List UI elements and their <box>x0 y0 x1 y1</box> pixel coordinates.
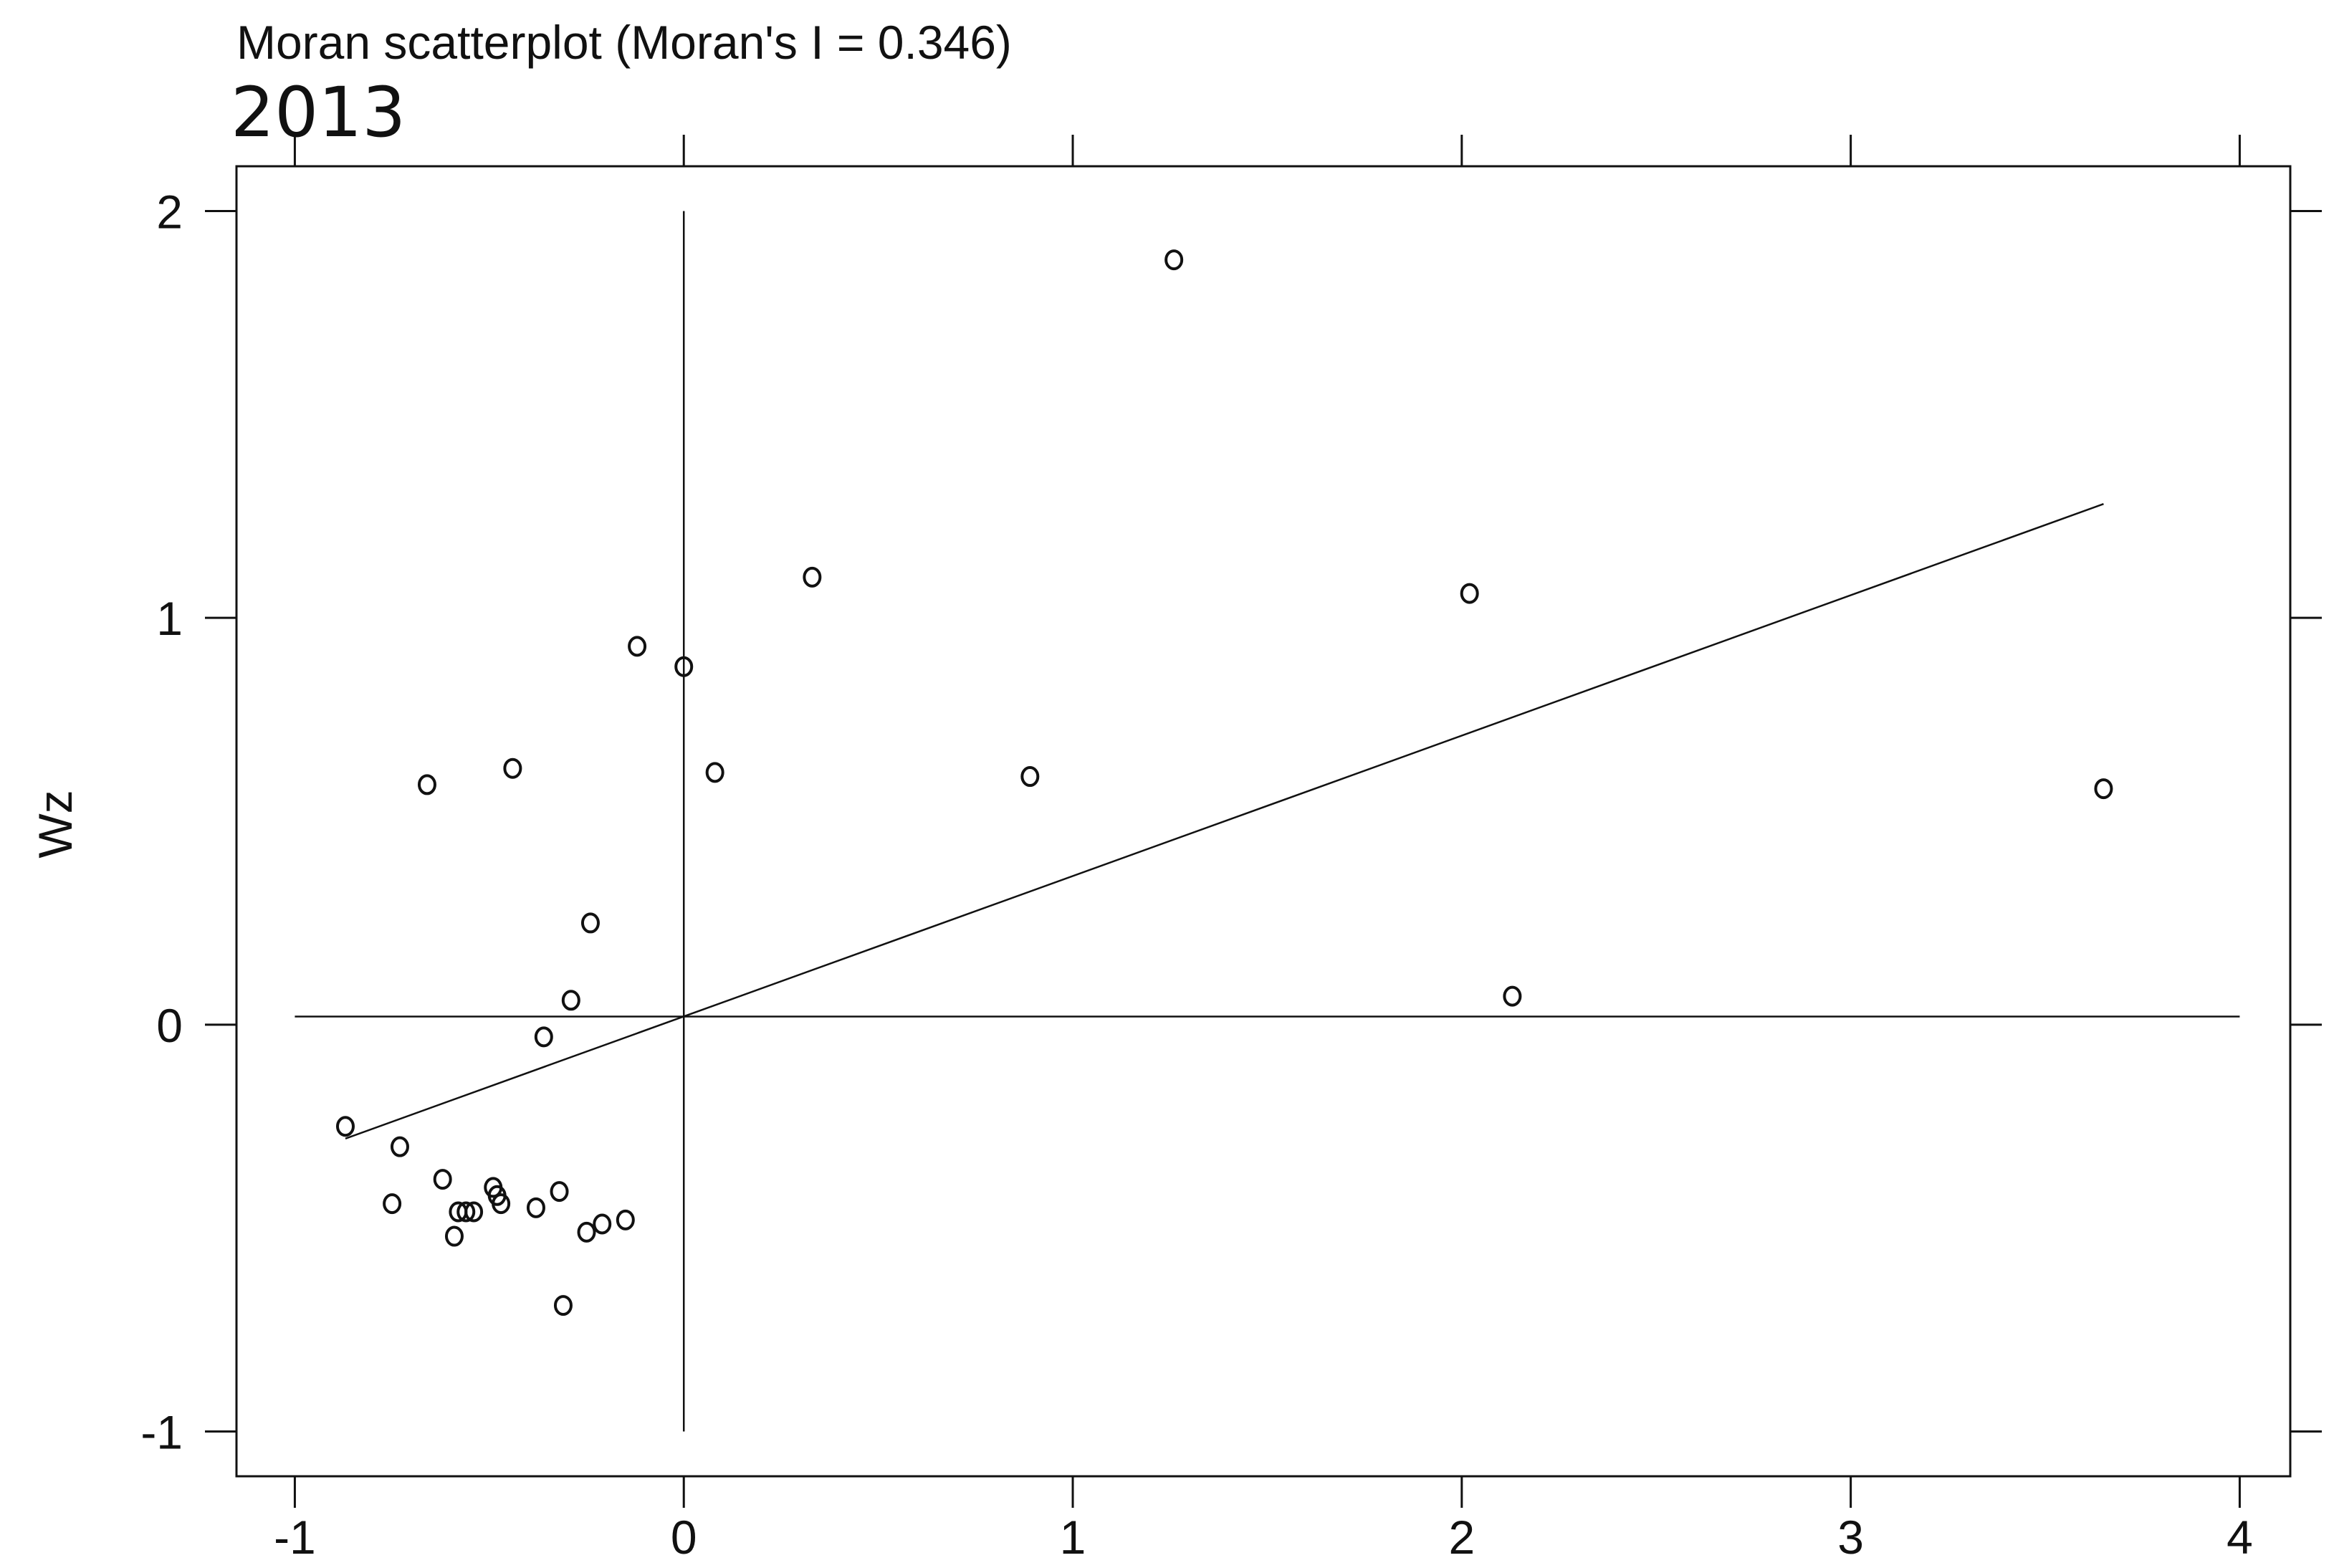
data-point-16 <box>390 1136 409 1157</box>
x-tick-label-3: 2 <box>1448 1511 1475 1564</box>
y-tick-label-2: 1 <box>156 592 183 645</box>
data-point-29 <box>593 1213 612 1235</box>
y-axis: -1 0 1 2 <box>140 185 2322 1459</box>
data-point-22 <box>464 1201 484 1223</box>
y-tick-label-0: -1 <box>140 1406 183 1459</box>
data-point-12 <box>580 912 600 934</box>
data-point-13 <box>561 990 580 1011</box>
data-point-4 <box>1503 985 1522 1007</box>
y-axis-title: Wz <box>29 790 82 858</box>
data-point-10 <box>503 757 522 779</box>
chart-title: Moran scatterplot (Moran's I = 0.346) <box>236 16 1012 69</box>
data-point-31 <box>553 1295 573 1316</box>
data-point-17 <box>383 1193 402 1215</box>
data-points <box>335 249 2113 1316</box>
x-tick-label-4: 3 <box>1837 1511 1864 1564</box>
x-tick-label-2: 1 <box>1060 1511 1086 1564</box>
x-axis: -1 0 1 2 3 4 <box>274 135 2253 1564</box>
data-point-2 <box>1460 583 1479 604</box>
x-tick-label-0: -1 <box>274 1511 316 1564</box>
x-tick-label-1: 0 <box>671 1511 697 1564</box>
data-point-26 <box>526 1197 545 1218</box>
data-point-15 <box>335 1116 355 1137</box>
data-point-21 <box>456 1201 476 1223</box>
data-point-18 <box>433 1169 452 1190</box>
plot-frame <box>235 165 2292 1478</box>
data-point-28 <box>577 1221 596 1243</box>
data-point-27 <box>550 1181 569 1203</box>
data-point-5 <box>803 566 822 588</box>
chart-subtitle: 2013 <box>231 72 406 153</box>
data-point-25 <box>492 1193 511 1215</box>
data-point-3 <box>2094 778 2113 800</box>
data-point-9 <box>628 636 647 657</box>
y-tick-label-3: 2 <box>156 185 183 238</box>
reference-lines <box>295 211 2240 1432</box>
data-point-7 <box>705 762 724 783</box>
data-point-6 <box>1020 766 1040 788</box>
y-tick-label-1: 0 <box>156 999 183 1052</box>
regression-line <box>345 503 2104 1139</box>
data-point-14 <box>534 1026 553 1048</box>
data-point-11 <box>417 774 436 795</box>
fit-line-group <box>345 503 2104 1139</box>
x-tick-label-5: 4 <box>2226 1511 2253 1564</box>
data-point-19 <box>444 1225 464 1247</box>
data-point-1 <box>1164 249 1184 271</box>
data-point-30 <box>616 1209 635 1230</box>
data-point-8 <box>674 656 694 677</box>
